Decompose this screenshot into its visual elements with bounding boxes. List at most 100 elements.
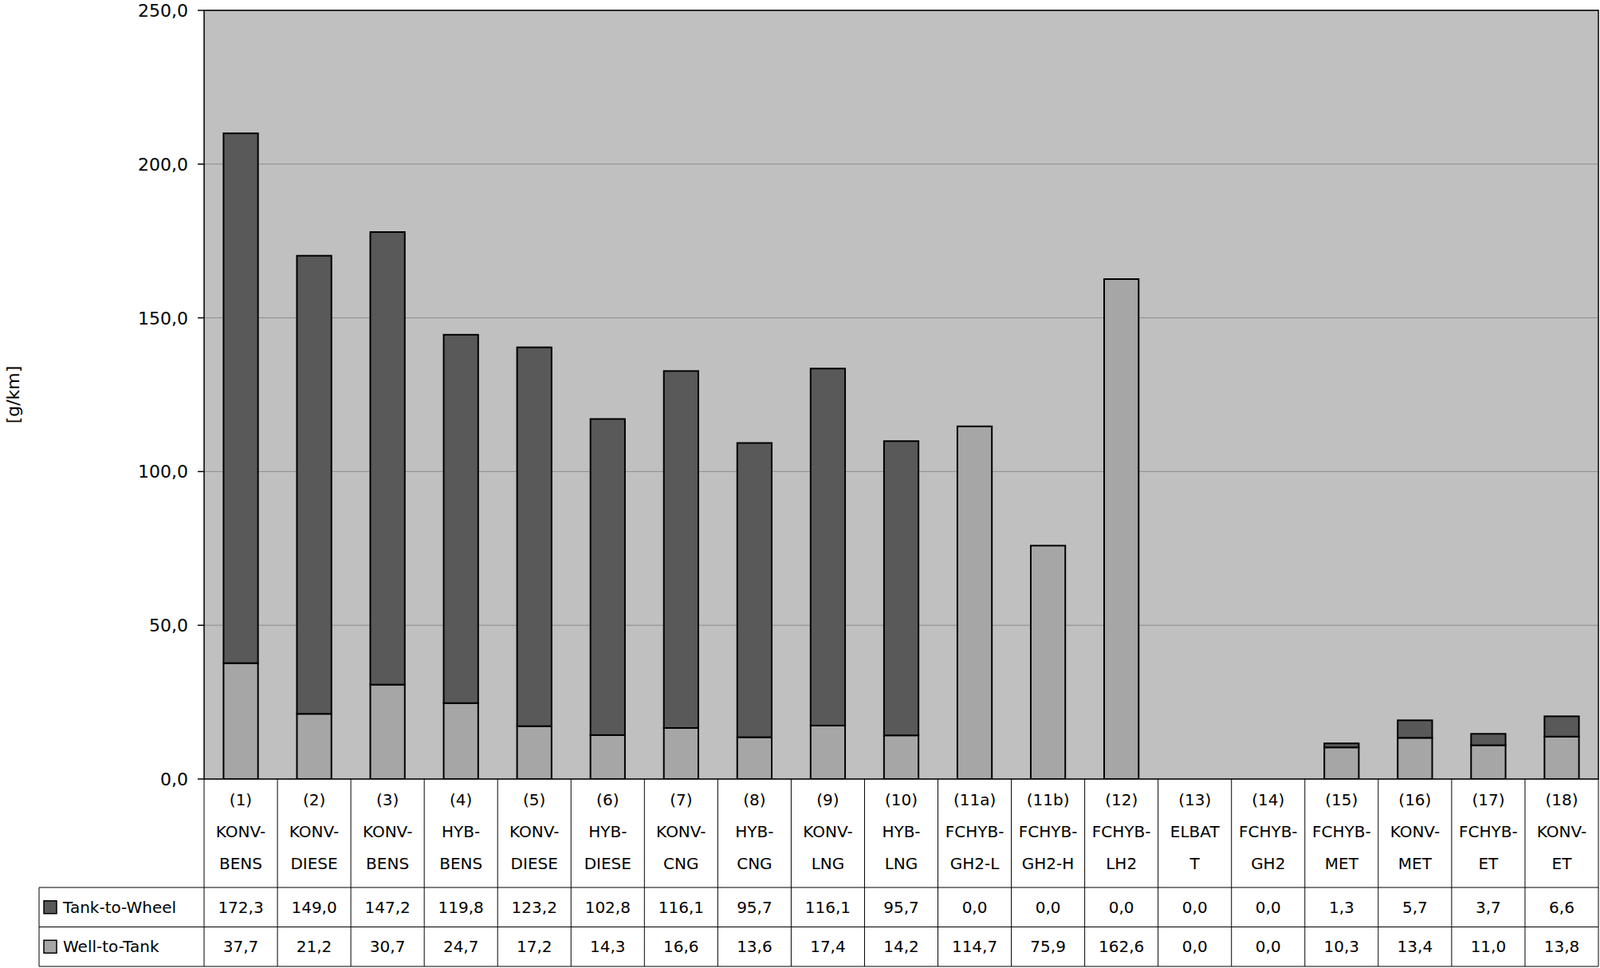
bar (737, 443, 772, 738)
tick-mark (197, 778, 205, 780)
bar (1030, 545, 1066, 779)
category-line: LH2 (1105, 853, 1137, 873)
bar (1544, 736, 1579, 779)
table-value: 5,7 (1402, 897, 1428, 917)
table-line (717, 778, 719, 967)
table-line (1084, 778, 1086, 967)
table-line (497, 778, 499, 967)
table-value: 162,6 (1098, 936, 1144, 956)
category-line: (4) (449, 790, 472, 810)
table-line (1450, 778, 1452, 967)
table-value: 13,4 (1397, 936, 1434, 956)
table-value: 13,6 (736, 936, 773, 956)
category-line: HYB- (881, 821, 920, 842)
table-line (1304, 778, 1306, 967)
tick-label: 50,0 (149, 615, 189, 636)
table-value: 0,0 (1255, 897, 1282, 917)
category-line: (10) (884, 790, 918, 810)
category-line: (13) (1178, 790, 1211, 810)
category-line: KONV- (656, 821, 706, 842)
category-line: GH2-L (950, 853, 1000, 873)
category-line: FCHYB- (1018, 821, 1078, 842)
category-label: (5)KONV-DIESE (509, 790, 559, 873)
category-line: FCHYB- (1092, 821, 1152, 842)
table-value: 13,8 (1544, 936, 1581, 956)
category-label: (13)ELBATT (1170, 790, 1221, 873)
category-line: (7) (669, 790, 692, 810)
table-line (1010, 778, 1012, 967)
category-line: (1) (229, 790, 252, 810)
table-line (39, 926, 1599, 928)
category-line: CNG (663, 853, 699, 873)
category-line: (14) (1251, 790, 1285, 810)
category-line: (8) (742, 790, 766, 810)
category-line: (18) (1544, 790, 1578, 810)
category-label: (11b)FCHYB-GH2-H (1018, 790, 1078, 873)
table-value: 37,7 (223, 936, 260, 956)
tick-label: 0,0 (160, 769, 189, 790)
tick-label: 200,0 (137, 154, 189, 175)
table-value: 1,3 (1328, 897, 1355, 917)
table-value: 172,3 (217, 897, 264, 917)
table-line (39, 887, 1599, 889)
table-line (1230, 778, 1232, 967)
category-line: FCHYB- (1238, 821, 1298, 842)
bar (1470, 745, 1506, 779)
category-label: (12)FCHYB-LH2 (1092, 790, 1152, 873)
bar (369, 231, 405, 685)
category-line: GH2 (1250, 853, 1286, 873)
category-line: (6) (596, 790, 619, 810)
category-label: (2)KONV-DIESE (289, 790, 339, 873)
category-label: (11a)FCHYB-GH2-L (945, 790, 1005, 873)
category-line: DIESE (290, 853, 338, 873)
table-line (644, 778, 645, 967)
table-value: 11,0 (1470, 936, 1507, 956)
category-line: FCHYB- (1458, 821, 1518, 842)
category-line: ET (1552, 853, 1573, 873)
category-line: BENS (365, 853, 409, 873)
category-label: (6)HYB-DIESE (584, 790, 632, 873)
table-value: 0,0 (1035, 897, 1062, 917)
table-value: 95,7 (883, 897, 920, 917)
category-line: KONV- (1390, 821, 1440, 842)
chart: 0,050,0100,0150,0200,0250,0[g/km](1)KONV… (0, 0, 1600, 968)
category-line: KONV- (509, 821, 559, 842)
category-line: HYB- (735, 821, 774, 842)
table-line (204, 778, 205, 967)
category-line: (15) (1324, 790, 1358, 810)
table-value: 116,1 (658, 897, 704, 917)
table-value: 0,0 (1108, 897, 1135, 917)
table-value: 6,6 (1548, 897, 1575, 917)
bar (737, 737, 772, 779)
category-label: (1)KONV-BENS (216, 790, 266, 873)
category-line: FCHYB- (945, 821, 1005, 842)
bar (810, 368, 846, 726)
category-label: (8) HYB- CNG (735, 790, 774, 873)
bar (957, 426, 992, 779)
category-line: (11b) (1026, 790, 1070, 810)
tick-mark (197, 624, 205, 626)
table-line (39, 966, 1599, 968)
category-line: ELBAT (1170, 821, 1221, 842)
category-line: DIESE (511, 853, 559, 873)
tick-label: 100,0 (137, 461, 189, 482)
category-line: KONV- (802, 821, 853, 842)
plot-frame (204, 10, 1599, 779)
table-value: 119,8 (438, 897, 484, 917)
category-line: BENS (219, 853, 263, 873)
bar (590, 735, 626, 779)
category-label: (15)FCHYB-MET (1312, 790, 1372, 873)
table-value: 16,6 (663, 936, 700, 956)
category-line: (9) (816, 790, 839, 810)
table-value: 0,0 (1182, 897, 1208, 917)
category-line: CNG (736, 853, 772, 873)
bar (1397, 719, 1432, 738)
tick-label: 150,0 (137, 308, 189, 329)
table-line (1524, 778, 1526, 967)
bar (444, 703, 479, 779)
category-line: (17) (1471, 790, 1505, 810)
bar (590, 418, 626, 735)
category-label: (16)KONV-MET (1390, 790, 1440, 873)
bar (810, 725, 846, 779)
table-value: 17,2 (516, 936, 553, 956)
